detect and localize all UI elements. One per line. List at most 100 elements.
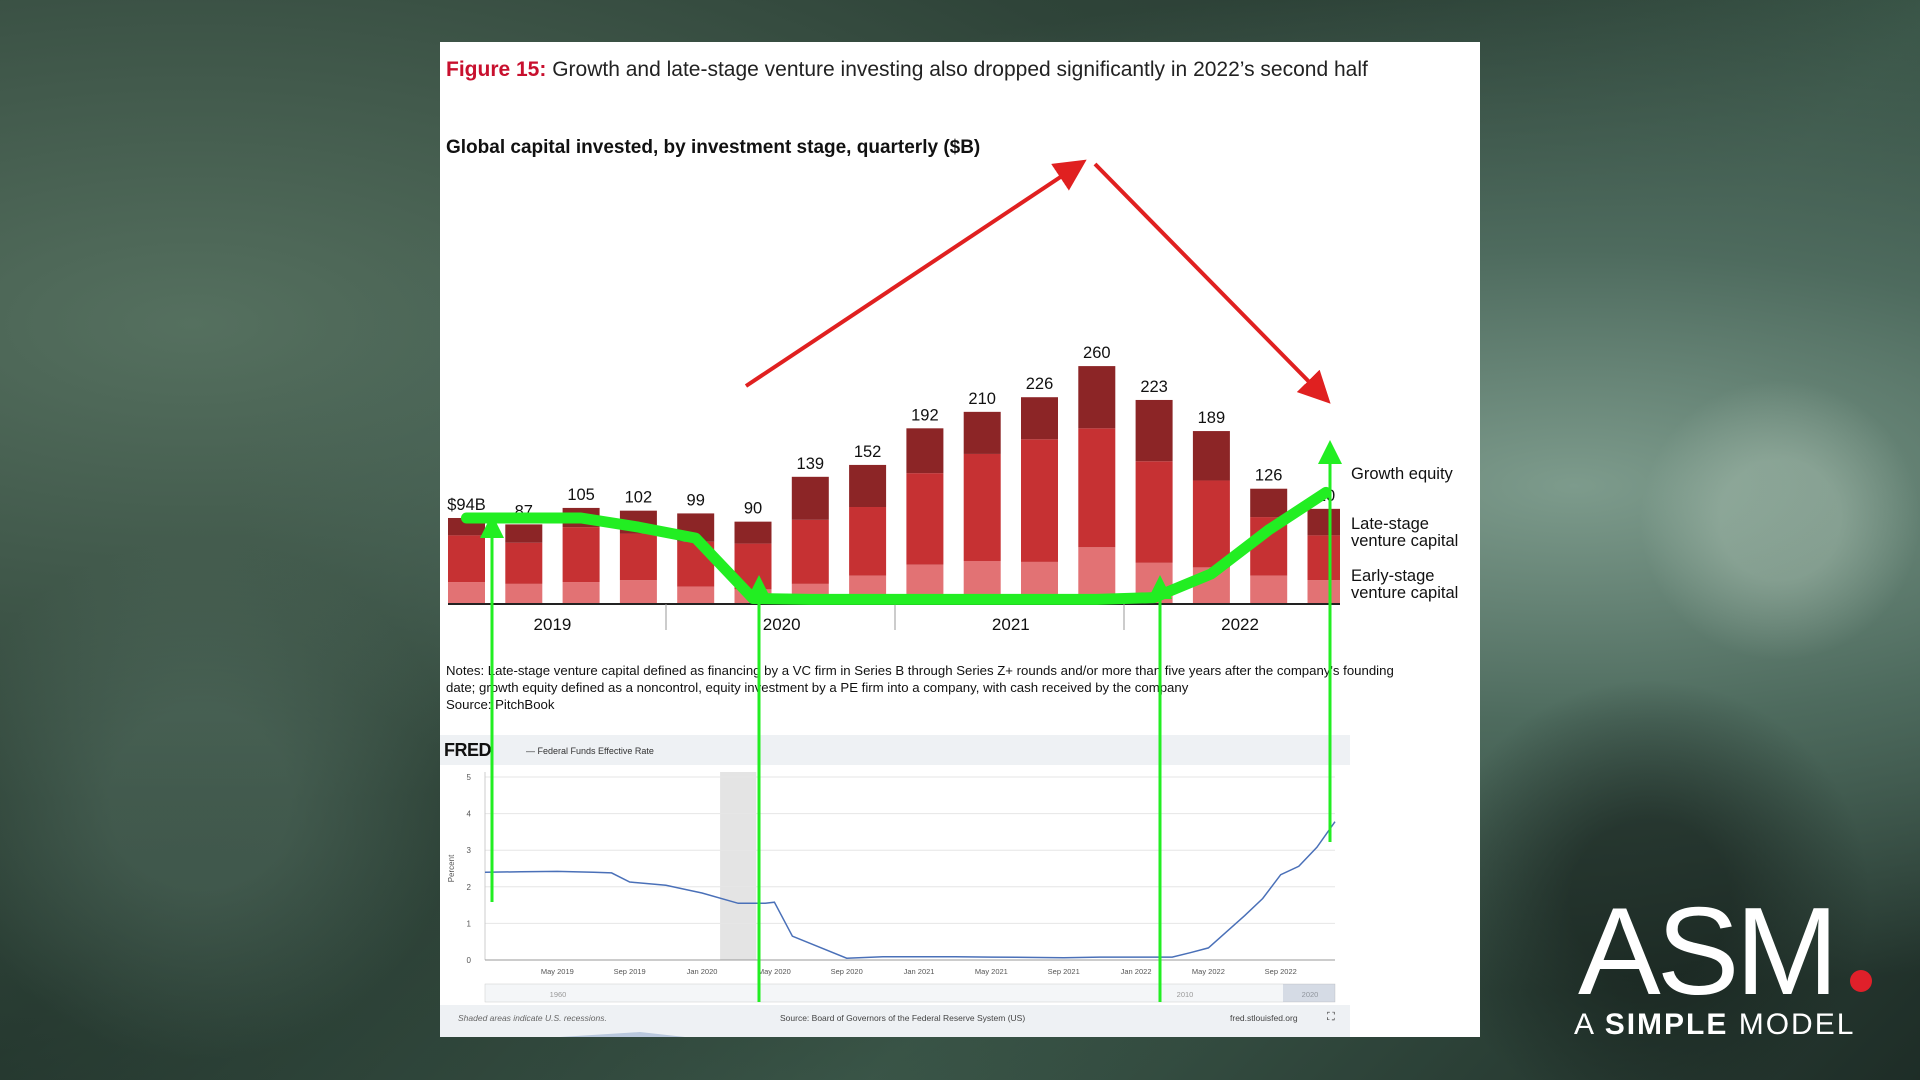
bar-late-12	[1135, 461, 1173, 563]
legend-text-0: Growth equity	[1351, 465, 1454, 483]
year-label-2019: 2019	[534, 615, 572, 634]
bar-late-2	[562, 527, 600, 583]
bar-total-label-12: 223	[1140, 378, 1168, 396]
legend-text-3: Early-stage	[1351, 567, 1434, 585]
fred-source: Source: Board of Governors of the Federa…	[780, 1013, 1026, 1023]
chart-subtitle: Global capital invested, by investment s…	[446, 137, 981, 158]
bar-growth-9	[963, 411, 1001, 454]
bar-early-14	[1250, 575, 1288, 604]
bar-total-label-6: 139	[797, 455, 825, 473]
bar-total-label-5: 90	[744, 500, 762, 518]
bar-growth-8	[906, 428, 944, 474]
fred-ytick-0: 0	[467, 956, 472, 965]
bar-late-11	[1078, 428, 1116, 548]
bar-growth-11	[1078, 366, 1116, 429]
bar-late-3	[619, 533, 657, 581]
bar-early-3	[619, 580, 657, 604]
fred-xtick-7: Sep 2021	[1048, 967, 1080, 976]
fred-navigator-window	[1283, 984, 1335, 1002]
logo-dot	[1850, 970, 1872, 992]
bar-growth-12	[1135, 399, 1173, 462]
fred-navigator-label-2020: 2020	[1302, 990, 1319, 999]
legend-text-1: Late-stage	[1351, 515, 1429, 533]
fred-legend-label: Federal Funds Effective Rate	[537, 746, 654, 756]
notes-line-2: date; growth equity defined as a noncont…	[446, 680, 1189, 695]
fred-navigator-label-2010: 2010	[1177, 990, 1194, 999]
bar-early-15	[1307, 580, 1340, 604]
fred-ytick-4: 4	[467, 810, 472, 819]
logo-letters: ASM	[1578, 883, 1839, 1021]
fred-xtick-6: May 2021	[975, 967, 1008, 976]
bar-growth-7	[849, 464, 887, 508]
fred-navigator-area	[560, 1032, 685, 1037]
fred-xtick-10: Sep 2022	[1265, 967, 1297, 976]
bar-late-15	[1307, 535, 1340, 581]
bar-total-label-7: 152	[854, 443, 882, 461]
bar-growth-6	[791, 476, 829, 520]
bar-growth-10	[1021, 397, 1058, 440]
red-arrow-down	[1093, 162, 1331, 404]
bar-late-13	[1192, 480, 1230, 568]
bar-early-1	[505, 583, 543, 604]
fred-xtick-3: May 2020	[758, 967, 791, 976]
fred-logo: FRED	[444, 740, 492, 760]
logo-tagline-simple: SIMPLE	[1604, 1008, 1729, 1041]
bar-total-label-0: $94B	[447, 496, 486, 514]
fred-xtick-2: Jan 2020	[687, 967, 718, 976]
fred-site-link[interactable]: fred.stlouisfed.org	[1230, 1013, 1298, 1023]
bar-total-label-13: 189	[1198, 409, 1226, 427]
bar-total-label-14: 126	[1255, 467, 1283, 485]
figure-title-text: Growth and late-stage venture investing …	[552, 58, 1368, 81]
fred-legend: — Federal Funds Effective Rate	[526, 746, 654, 756]
fred-navigator-label-1960: 1960	[550, 990, 567, 999]
fred-plot-background	[440, 765, 1350, 1005]
figure-label: Figure 15:	[446, 58, 547, 81]
fred-ytick-2: 2	[467, 883, 472, 892]
bar-total-label-4: 99	[687, 491, 705, 509]
fred-xtick-0: May 2019	[541, 967, 574, 976]
fred-xtick-1: Sep 2019	[614, 967, 646, 976]
bar-total-label-3: 102	[625, 489, 653, 507]
bar-growth-13	[1192, 431, 1230, 481]
fred-ytick-5: 5	[467, 773, 472, 782]
fred-xtick-5: Jan 2021	[904, 967, 935, 976]
bar-growth-1	[505, 524, 543, 543]
year-label-2022: 2022	[1221, 615, 1259, 634]
asm-logo: ASM A SIMPLE MODEL	[1570, 883, 1872, 1050]
bar-late-0	[448, 535, 485, 583]
fred-ytick-1: 1	[467, 919, 472, 928]
year-label-2021: 2021	[992, 615, 1030, 634]
legend-text-2: venture capital	[1351, 532, 1458, 550]
bar-total-label-11: 260	[1083, 344, 1111, 362]
bar-early-0	[448, 582, 485, 604]
expand-icon[interactable]: ⛶	[1327, 1011, 1335, 1023]
logo-tagline-a: A	[1574, 1008, 1605, 1041]
bar-total-label-9: 210	[968, 390, 996, 408]
fred-recession-note: Shaded areas indicate U.S. recessions.	[458, 1013, 607, 1023]
bar-total-label-2: 105	[567, 486, 595, 504]
figure-title: Figure 15: Growth and late-stage venture…	[446, 58, 1476, 82]
bar-late-10	[1021, 439, 1058, 562]
logo-tagline: A SIMPLE MODEL	[1574, 1008, 1855, 1042]
logo-tagline-model: MODEL	[1728, 1008, 1856, 1041]
fred-xtick-8: Jan 2022	[1121, 967, 1152, 976]
recession-shade	[720, 772, 757, 960]
fred-ytick-3: 3	[467, 846, 472, 855]
green-trend-line	[461, 486, 1332, 605]
bar-total-label-10: 226	[1026, 375, 1054, 393]
bar-early-2	[562, 582, 600, 604]
bar-early-4	[677, 586, 715, 604]
bar-growth-14	[1250, 488, 1288, 518]
legend-text-4: venture capital	[1351, 584, 1458, 602]
fred-navigator	[484, 983, 1336, 1003]
bar-total-label-8: 192	[911, 406, 939, 424]
fred-xtick-4: Sep 2020	[831, 967, 863, 976]
bar-late-8	[906, 473, 944, 565]
notes-line-1: Notes: Late-stage venture capital define…	[446, 663, 1394, 678]
chart-notes: Notes: Late-stage venture capital define…	[446, 662, 1476, 713]
bar-growth-5	[734, 521, 772, 544]
bar-growth-15	[1307, 508, 1340, 536]
figure-panel: Figure 15: Growth and late-stage venture…	[440, 42, 1480, 1037]
fred-xtick-9: May 2022	[1192, 967, 1225, 976]
